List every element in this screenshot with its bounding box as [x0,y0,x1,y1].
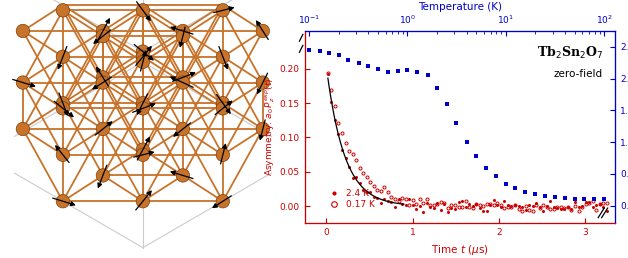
Circle shape [136,45,149,58]
Circle shape [176,169,190,182]
Text: Tb$_2$Sn$_2$O$_7$: Tb$_2$Sn$_2$O$_7$ [537,44,603,61]
Circle shape [136,195,149,208]
Circle shape [136,4,149,17]
X-axis label: Temperature (K): Temperature (K) [418,2,502,12]
Circle shape [96,29,110,43]
Circle shape [176,122,190,136]
X-axis label: Time $t$ ($\mu$s): Time $t$ ($\mu$s) [431,243,489,257]
Circle shape [136,148,149,162]
Circle shape [16,76,30,89]
Circle shape [16,24,30,38]
Circle shape [56,96,70,110]
Circle shape [176,24,190,38]
Circle shape [256,122,269,136]
Circle shape [16,122,30,136]
Y-axis label: Asymmetry: $a_0\,P_z^{exp}(t)$: Asymmetry: $a_0\,P_z^{exp}(t)$ [263,78,277,176]
Circle shape [96,71,110,84]
Circle shape [216,102,230,115]
Circle shape [176,71,190,84]
Legend: 2.4 K, 0.17 K: 2.4 K, 0.17 K [322,186,379,213]
Circle shape [56,4,70,17]
Circle shape [216,50,230,63]
Circle shape [96,169,110,182]
Circle shape [136,55,149,69]
Circle shape [256,76,269,89]
Circle shape [96,122,110,136]
Circle shape [176,29,190,43]
Circle shape [216,195,230,208]
Circle shape [176,76,190,89]
Circle shape [96,24,110,38]
Circle shape [56,50,70,63]
Text: zero-field: zero-field [554,69,603,79]
Circle shape [136,50,149,63]
Circle shape [256,24,269,38]
Circle shape [56,102,70,115]
Circle shape [136,96,149,110]
Circle shape [136,143,149,156]
Circle shape [216,4,230,17]
Circle shape [136,102,149,115]
Circle shape [56,195,70,208]
Circle shape [96,76,110,89]
Circle shape [56,148,70,162]
Circle shape [216,96,230,110]
Circle shape [216,148,230,162]
